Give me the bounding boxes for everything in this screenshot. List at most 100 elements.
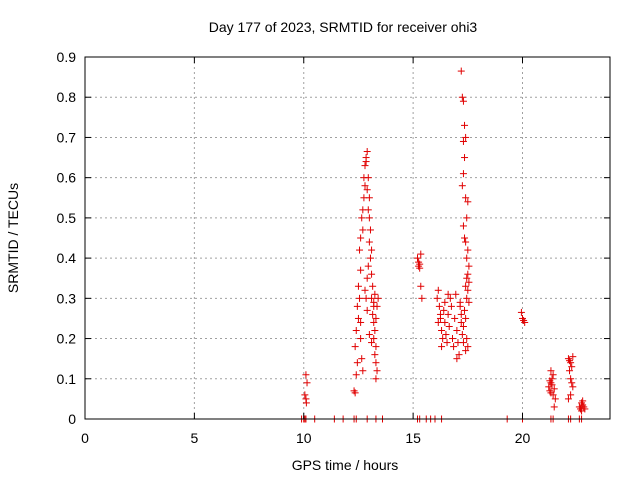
x-tick-label: 10: [296, 430, 312, 446]
data-point: [352, 327, 360, 335]
data-point: [363, 148, 371, 156]
data-point: [303, 379, 311, 387]
data-point: [567, 375, 575, 383]
data-point: [464, 198, 472, 206]
data-point: [358, 214, 366, 222]
axis-ticks: [84, 56, 610, 420]
data-point: [372, 375, 380, 383]
data-point: [551, 395, 559, 403]
y-tick-label: 0.4: [57, 250, 77, 266]
data-point: [463, 294, 471, 302]
data-points: [298, 67, 589, 423]
data-point: [550, 403, 558, 411]
data-point: [370, 298, 378, 306]
data-point: [363, 186, 371, 194]
data-point: [567, 359, 575, 367]
data-point: [359, 367, 367, 375]
data-point: [457, 318, 465, 326]
data-point: [352, 371, 360, 379]
data-point: [372, 359, 380, 367]
data-point: [435, 302, 443, 310]
data-point: [433, 294, 441, 302]
data-point: [416, 264, 424, 272]
data-point: [371, 327, 379, 335]
data-point: [368, 270, 376, 278]
data-point: [368, 339, 376, 347]
data-point: [354, 314, 362, 322]
data-point: [351, 389, 359, 397]
data-point: [579, 397, 587, 405]
plot-frame: [84, 56, 611, 420]
y-tick-label: 0.3: [57, 290, 77, 306]
data-point: [366, 226, 374, 234]
data-point: [371, 351, 379, 359]
data-point: [455, 351, 463, 359]
data-point: [451, 314, 459, 322]
data-point: [436, 310, 444, 318]
data-point: [547, 367, 555, 375]
data-point: [465, 298, 473, 306]
data-point: [452, 290, 460, 298]
data-point: [440, 306, 448, 314]
data-point: [548, 381, 556, 389]
data-point: [363, 274, 371, 282]
tick-labels: 0 0.1 0.2 0.3 0.4 0.5 0.6 0.7 0.8 0.9 0 5 10 15 20: [57, 49, 531, 446]
data-point: [464, 246, 472, 254]
data-point: [361, 182, 369, 190]
data-point: [450, 343, 458, 351]
data-point: [446, 294, 454, 302]
data-point: [568, 363, 576, 371]
data-point: [418, 294, 426, 302]
data-point: [363, 306, 371, 314]
data-point: [461, 121, 469, 129]
data-point: [373, 367, 381, 375]
data-point: [368, 246, 376, 254]
data-point: [365, 214, 373, 222]
x-tick-label: 20: [515, 430, 531, 446]
data-point: [453, 327, 461, 335]
data-point: [364, 174, 372, 182]
data-point: [462, 282, 470, 290]
y-tick-label: 0.5: [57, 210, 77, 226]
y-tick-label: 0.9: [57, 49, 77, 65]
data-point: [357, 318, 365, 326]
x-axis-title: GPS time / hours: [292, 457, 399, 473]
data-point: [459, 339, 467, 347]
data-point: [357, 266, 365, 274]
data-point: [302, 371, 310, 379]
data-point: [444, 310, 452, 318]
x-tick-label: 15: [405, 430, 421, 446]
data-point: [357, 335, 365, 343]
data-point: [459, 322, 467, 330]
data-point: [358, 355, 366, 363]
data-point: [457, 67, 465, 75]
data-point: [362, 158, 370, 166]
grid-lines: [85, 57, 610, 419]
data-point: [364, 206, 372, 214]
data-point: [463, 335, 471, 343]
data-point: [366, 254, 374, 262]
data-point: [361, 162, 369, 170]
data-point: [301, 391, 309, 399]
data-point: [463, 214, 471, 222]
data-point: [439, 335, 447, 343]
data-point: [353, 302, 361, 310]
data-point: [464, 286, 472, 294]
data-point: [353, 359, 361, 367]
data-point: [462, 133, 470, 141]
data-point: [456, 302, 464, 310]
data-point: [441, 318, 449, 326]
data-point: [547, 389, 555, 397]
data-point: [370, 318, 378, 326]
data-point: [458, 93, 466, 101]
y-tick-label: 0.8: [57, 89, 77, 105]
data-point: [462, 194, 470, 202]
data-point: [568, 379, 576, 387]
data-point: [459, 222, 467, 230]
data-point: [465, 262, 473, 270]
y-tick-label: 0.6: [57, 170, 77, 186]
data-point: [365, 194, 373, 202]
data-point: [581, 405, 589, 413]
data-point: [458, 182, 466, 190]
data-point: [434, 286, 442, 294]
